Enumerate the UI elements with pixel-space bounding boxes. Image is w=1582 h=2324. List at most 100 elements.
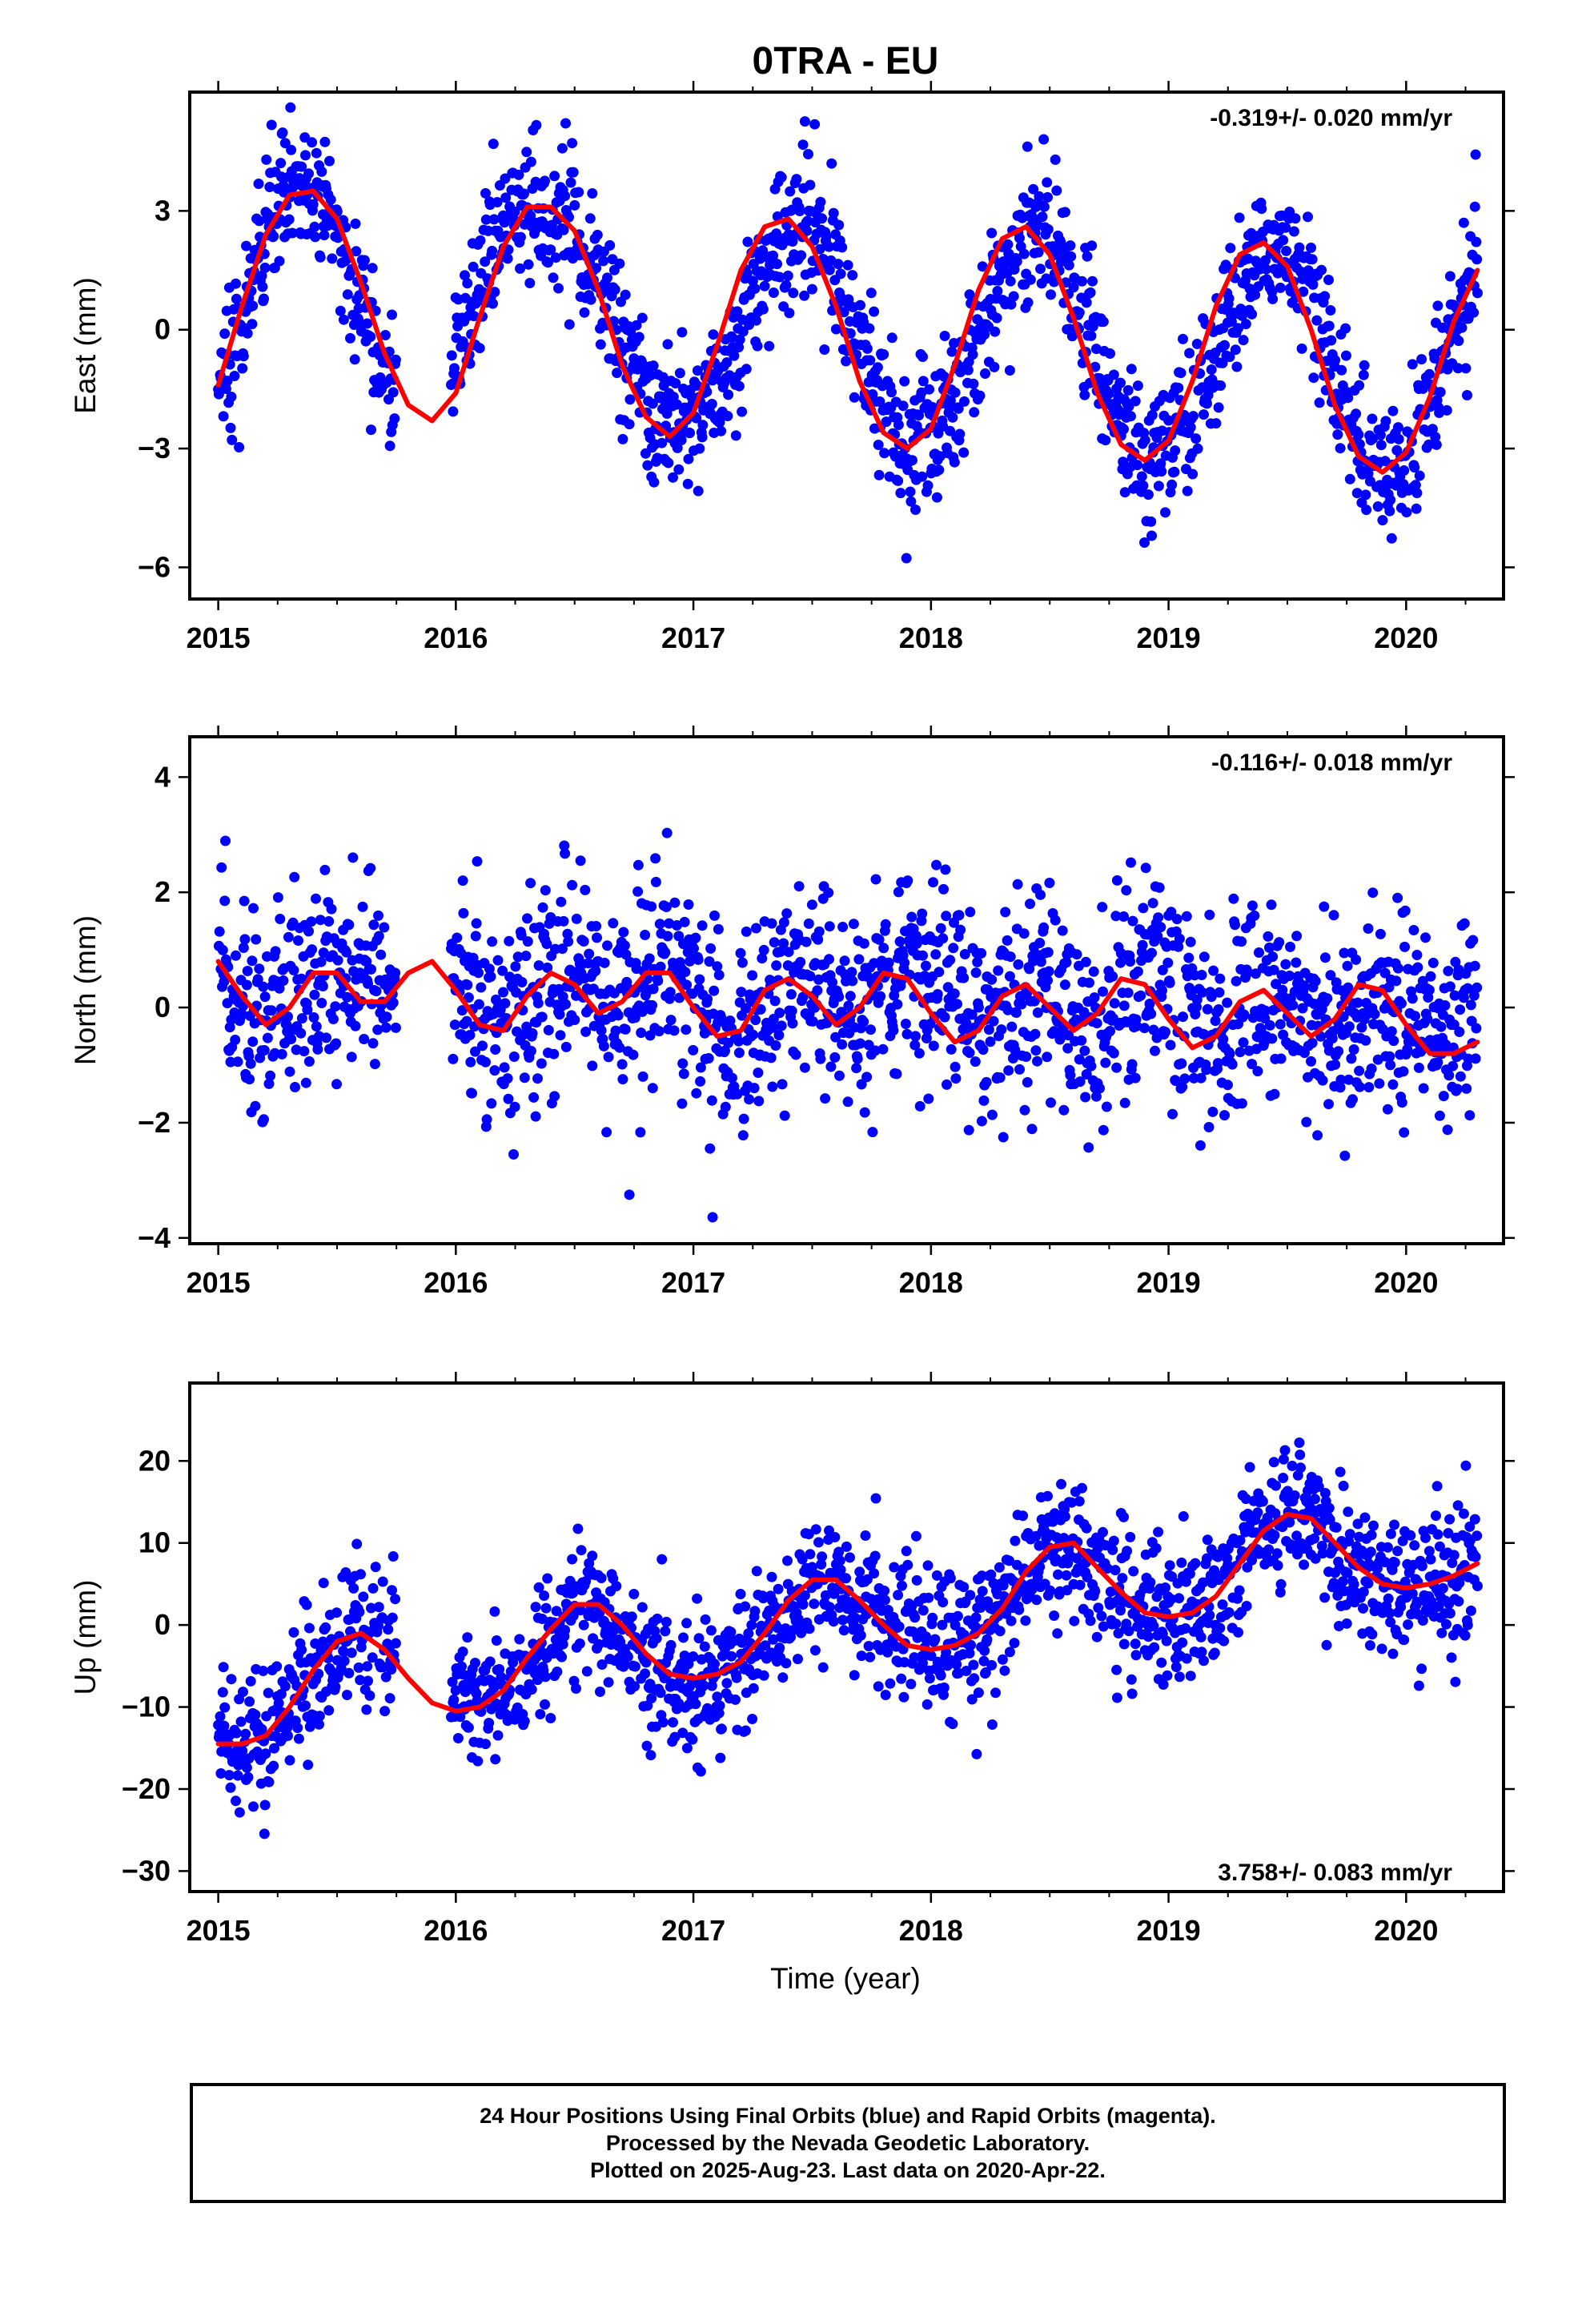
- data-point: [556, 143, 568, 154]
- data-point: [1160, 1027, 1170, 1038]
- data-point: [303, 1622, 315, 1634]
- data-point: [869, 1045, 881, 1056]
- data-point: [480, 256, 491, 267]
- data-point: [387, 1551, 399, 1562]
- data-point: [1169, 466, 1180, 477]
- data-point: [1174, 1671, 1185, 1683]
- data-point: [650, 876, 661, 887]
- data-point: [290, 1082, 300, 1092]
- data-point: [770, 1040, 781, 1051]
- data-point: [1458, 992, 1469, 1003]
- data-point: [803, 918, 814, 929]
- data-point: [261, 154, 272, 165]
- data-point: [1126, 1674, 1137, 1685]
- data-point: [1012, 879, 1023, 890]
- data-point: [364, 1690, 375, 1701]
- data-point: [766, 918, 777, 929]
- data-point: [994, 1626, 1006, 1637]
- data-point: [1074, 1054, 1085, 1065]
- data-point: [688, 1044, 699, 1055]
- data-point: [1375, 429, 1386, 440]
- data-point: [636, 1602, 648, 1613]
- data-point: [311, 893, 321, 904]
- data-point: [1139, 537, 1150, 548]
- data-point: [1227, 1059, 1238, 1070]
- data-point: [976, 1570, 987, 1582]
- data-point: [1210, 1015, 1221, 1027]
- data-point: [681, 1024, 692, 1035]
- data-point: [283, 1731, 293, 1741]
- points-group: [213, 1437, 1483, 1839]
- data-point: [1340, 323, 1351, 334]
- data-point: [1018, 928, 1030, 939]
- data-point: [1224, 1048, 1235, 1059]
- data-point: [311, 147, 322, 159]
- data-point: [1171, 914, 1182, 925]
- data-point: [695, 1062, 706, 1073]
- data-point: [977, 261, 988, 272]
- data-point: [1091, 1631, 1102, 1642]
- data-point: [913, 410, 925, 421]
- data-point: [365, 862, 376, 874]
- data-point: [1154, 882, 1165, 893]
- data-point: [934, 464, 945, 476]
- data-point: [669, 1025, 680, 1036]
- data-point: [473, 967, 484, 979]
- data-point: [758, 944, 769, 955]
- data-point: [813, 1537, 824, 1548]
- data-point: [757, 953, 768, 964]
- data-point: [1004, 1555, 1014, 1566]
- x-tick-label: 2015: [187, 1266, 251, 1299]
- data-point: [765, 1052, 777, 1063]
- data-point: [332, 955, 343, 966]
- data-point: [899, 376, 910, 387]
- data-point: [830, 324, 841, 335]
- data-point: [787, 1018, 798, 1029]
- data-point: [273, 1698, 284, 1709]
- data-point: [749, 283, 761, 294]
- data-point: [759, 280, 770, 292]
- data-point: [748, 1683, 759, 1694]
- data-point: [1177, 1637, 1188, 1648]
- data-point: [357, 901, 368, 912]
- data-point: [223, 1770, 235, 1781]
- data-point: [340, 1567, 351, 1578]
- data-point: [545, 244, 556, 255]
- data-point: [1343, 1074, 1355, 1085]
- data-point: [923, 1093, 934, 1104]
- data-point: [1306, 242, 1316, 253]
- data-point: [219, 1720, 230, 1731]
- data-point: [797, 1554, 808, 1565]
- data-point: [989, 361, 1000, 372]
- data-point: [764, 340, 775, 352]
- data-point: [1202, 398, 1212, 409]
- data-point: [1456, 322, 1468, 333]
- data-point: [685, 428, 696, 439]
- x-tick-label: 2017: [661, 621, 725, 654]
- data-point: [1127, 915, 1138, 927]
- data-point: [1215, 1622, 1226, 1634]
- x-tick-label: 2020: [1374, 1266, 1438, 1299]
- data-point: [737, 406, 748, 417]
- data-point: [350, 1020, 361, 1031]
- x-tick-label: 2016: [424, 621, 488, 654]
- data-point: [1235, 1047, 1246, 1058]
- data-point: [1401, 507, 1412, 518]
- data-point: [1044, 878, 1055, 888]
- data-point: [1025, 274, 1036, 285]
- data-point: [366, 1602, 376, 1614]
- data-point: [1464, 1110, 1476, 1121]
- data-point: [504, 935, 515, 947]
- data-point: [816, 1559, 827, 1570]
- data-point: [560, 1041, 572, 1052]
- data-point: [1002, 935, 1013, 946]
- data-point: [768, 250, 779, 261]
- data-point: [592, 229, 603, 240]
- data-point: [303, 926, 314, 937]
- data-point: [237, 363, 248, 374]
- data-point: [970, 967, 982, 979]
- data-point: [986, 1719, 998, 1730]
- east-rate-label: -0.319+/- 0.020 mm/yr: [1210, 105, 1452, 131]
- data-point: [723, 389, 734, 400]
- data-point: [741, 1725, 751, 1736]
